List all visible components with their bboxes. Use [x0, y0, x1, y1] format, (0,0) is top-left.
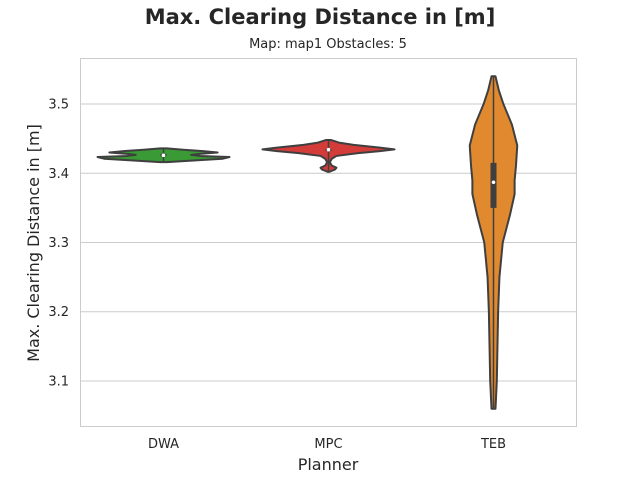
median-dot-mpc [326, 147, 331, 152]
chart-title: Max. Clearing Distance in [m] [144, 5, 496, 29]
x-tick-label: TEB [480, 437, 506, 452]
y-tick-label: 3.2 [48, 305, 69, 320]
median-dot-dwa [161, 153, 166, 158]
median-dot-teb [491, 180, 496, 185]
x-tick-labels: DWA MPC TEB [148, 437, 506, 452]
y-axis-label: Max. Clearing Distance in [m] [24, 124, 43, 362]
x-axis-label: Planner [298, 455, 359, 474]
y-tick-labels: 3.1 3.2 3.3 3.4 3.5 [48, 98, 69, 390]
violins [96, 75, 519, 410]
x-tick-label: MPC [314, 437, 342, 452]
y-tick-label: 3.3 [48, 236, 69, 251]
y-tick-label: 3.4 [48, 167, 69, 182]
iqr-box-teb [490, 162, 497, 208]
x-tick-label: DWA [148, 437, 179, 452]
y-tick-label: 3.5 [48, 98, 69, 113]
y-tick-label: 3.1 [48, 374, 69, 389]
chart-subtitle: Map: map1 Obstacles: 5 [249, 37, 407, 52]
